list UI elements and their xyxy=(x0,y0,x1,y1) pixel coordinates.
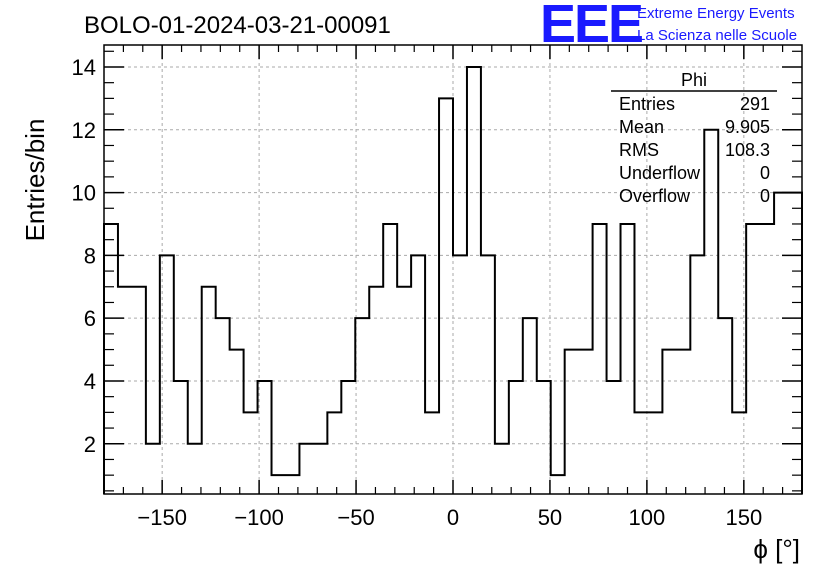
stats-label: Underflow xyxy=(619,163,701,183)
y-tick-label: 8 xyxy=(84,243,96,268)
x-tick-label: 100 xyxy=(629,505,666,530)
stats-label: Entries xyxy=(619,94,675,114)
x-tick-label: −50 xyxy=(337,505,374,530)
chart-title: BOLO-01-2024-03-21-00091 xyxy=(84,12,391,39)
axes xyxy=(103,44,803,495)
y-tick-label: 2 xyxy=(84,432,96,457)
stats-box: Phi Entries 291 Mean 9.905 RMS 108.3 Underflow… xyxy=(611,70,777,206)
stats-label: Mean xyxy=(619,117,664,137)
y-tick-label: 14 xyxy=(72,55,96,80)
stats-value: 0 xyxy=(760,163,770,183)
y-axis-label: Entries/bin xyxy=(20,119,50,242)
y-tick-labels: 2 4 6 8 10 12 14 xyxy=(72,55,96,457)
stats-label: Overflow xyxy=(619,186,691,206)
y-tick-label: 4 xyxy=(84,369,96,394)
histogram-line xyxy=(103,65,803,494)
logo: EEE Extreme Energy Events La Scienza nel… xyxy=(540,0,797,54)
y-tick-label: 10 xyxy=(72,181,96,206)
stats-value: 291 xyxy=(740,94,770,114)
x-tick-label: 0 xyxy=(447,505,459,530)
x-tick-labels: −150 −100 −50 0 50 100 150 xyxy=(137,505,762,530)
x-axis-label: ϕ [°] xyxy=(753,534,800,564)
stats-value: 108.3 xyxy=(725,140,770,160)
y-tick-label: 6 xyxy=(84,306,96,331)
stats-title: Phi xyxy=(681,70,707,90)
stats-label: RMS xyxy=(619,140,659,160)
logo-line1: Extreme Energy Events xyxy=(637,5,795,22)
stats-value: 9.905 xyxy=(725,117,770,137)
x-tick-label: 50 xyxy=(538,505,562,530)
x-tick-label: 150 xyxy=(725,505,762,530)
x-tick-label: −150 xyxy=(137,505,187,530)
stats-value: 0 xyxy=(760,186,770,206)
logo-line2: La Scienza nelle Scuole xyxy=(637,27,797,44)
x-tick-label: −100 xyxy=(234,505,284,530)
y-tick-label: 12 xyxy=(72,118,96,143)
logo-mark: EEE xyxy=(540,0,642,54)
